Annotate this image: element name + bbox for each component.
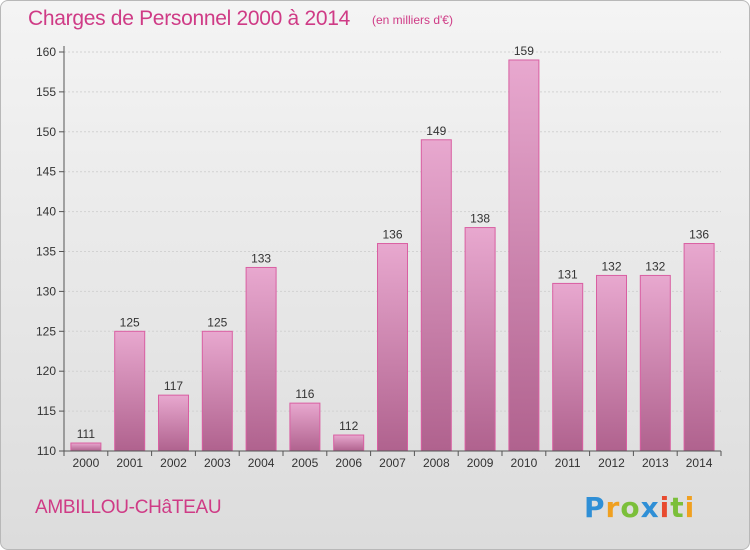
x-tick-label: 2001	[116, 456, 143, 470]
y-tick-label: 160	[36, 45, 56, 59]
data-label-2008: 149	[426, 124, 446, 138]
x-tick-label: 2008	[423, 456, 450, 470]
x-tick-label: 2014	[686, 456, 713, 470]
x-tick-label: 2010	[511, 456, 538, 470]
axes	[63, 46, 721, 452]
data-label-2005: 116	[295, 387, 314, 401]
bar-2008	[420, 139, 452, 452]
x-tick-label: 2000	[73, 456, 100, 470]
chart-subtitle: (en milliers d'€)	[372, 13, 453, 27]
data-label-2007: 136	[382, 228, 402, 242]
y-tick-label: 155	[36, 85, 56, 99]
y-tick-label: 150	[36, 125, 56, 139]
bar-2003	[201, 330, 233, 452]
bar-2000	[70, 442, 102, 452]
chart-title: Charges de Personnel 2000 à 2014	[28, 7, 350, 30]
proxiti-logo: Proxiti	[584, 491, 694, 524]
x-tick-label: 2005	[292, 456, 319, 470]
y-tick-label: 125	[36, 324, 56, 338]
data-label-2000: 111	[77, 427, 96, 441]
x-tick-label: 2013	[642, 456, 669, 470]
x-tick-label: 2006	[335, 456, 362, 470]
bar-2011	[552, 282, 584, 452]
y-tick-label: 135	[36, 245, 56, 259]
x-tick-label: 2002	[160, 456, 187, 470]
bar-2007	[377, 243, 408, 452]
y-tick-label: 145	[36, 165, 56, 179]
data-label-2011: 131	[558, 267, 578, 281]
data-label-2013: 132	[645, 259, 665, 273]
place-name: AMBILLOU-CHâTEAU	[35, 497, 222, 518]
x-tick-label: 2012	[598, 456, 625, 470]
data-label-2004: 133	[251, 251, 271, 265]
x-tick-label: 2003	[204, 456, 231, 470]
y-tick-label: 110	[37, 444, 56, 458]
bars-group	[70, 59, 715, 452]
bar-2001	[114, 330, 146, 452]
x-tick-label: 2011	[555, 456, 581, 470]
x-axis-ticks: 2000 2001 2002 2003 2004 2005 2006 2007 2008 2009…	[63, 451, 722, 470]
y-tick-label: 120	[36, 364, 56, 378]
y-axis-ticks: 110 115 120 125 130 135 140 145 150 155 160	[36, 45, 64, 458]
data-label-2006: 112	[339, 419, 358, 433]
x-tick-label: 2009	[467, 456, 494, 470]
data-label-2002: 117	[164, 379, 183, 393]
bar-2013	[639, 274, 671, 452]
data-label-2014: 136	[689, 228, 709, 242]
data-labels: 111 125 117 125 133 116 112 136 149 138 159 131 132 1…	[77, 44, 710, 441]
x-tick-label: 2004	[248, 456, 275, 470]
data-label-2003: 125	[207, 315, 227, 329]
data-label-2001: 125	[120, 315, 140, 329]
data-label-2012: 132	[601, 259, 621, 273]
bar-2005	[289, 402, 321, 452]
bar-2009	[464, 227, 496, 452]
data-label-2009: 138	[470, 212, 490, 226]
data-label-2010: 159	[514, 44, 534, 58]
bar-2004	[245, 266, 277, 452]
y-tick-label: 115	[37, 404, 56, 418]
bar-2012	[596, 274, 627, 452]
bar-2014	[683, 243, 715, 452]
bar-2006	[333, 434, 365, 452]
bar-2010	[508, 59, 540, 452]
y-tick-label: 130	[36, 284, 56, 298]
x-tick-label: 2007	[379, 456, 406, 470]
svg-text:Proxiti: Proxiti	[584, 491, 694, 524]
bar-2002	[158, 394, 189, 452]
y-tick-label: 140	[36, 205, 56, 219]
